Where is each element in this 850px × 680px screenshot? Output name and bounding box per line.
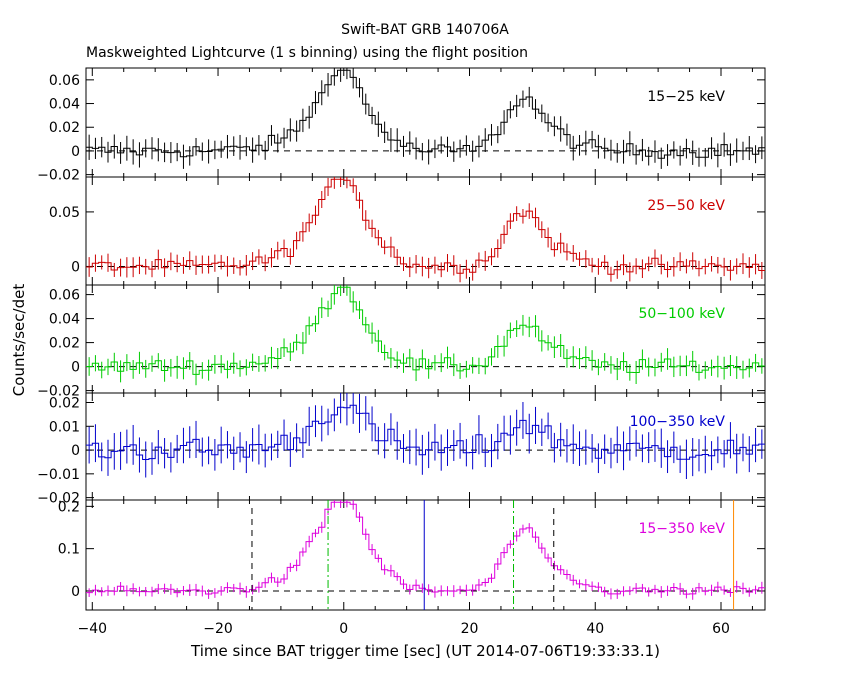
x-tick-label: 20: [461, 621, 479, 637]
band-label: 15−25 keV: [647, 89, 725, 105]
panel-frame: [85, 284, 766, 394]
chart-subtitle: Maskweighted Lightcurve (1 s binning) us…: [86, 45, 529, 61]
y-tick-label: 0.02: [49, 120, 80, 136]
y-tick-label: −0.01: [37, 467, 80, 483]
y-tick-label: −0.02: [37, 384, 80, 400]
y-tick-label: 0.1: [58, 542, 80, 558]
y-tick-label: 0.01: [49, 419, 80, 435]
y-tick-label: 0.06: [49, 288, 80, 304]
band-label: 50−100 keV: [638, 306, 725, 322]
x-tick-label: 40: [586, 621, 604, 637]
y-tick-label: 0: [71, 144, 80, 160]
panel-frame: [85, 392, 766, 501]
lightcurve-series: [86, 286, 765, 375]
lightcurve-series: [86, 69, 765, 159]
x-tick-label: 0: [339, 621, 348, 637]
band-label: 25−50 keV: [647, 198, 725, 214]
x-tick-label: −20: [203, 621, 233, 637]
lightcurve-series: [86, 178, 765, 275]
y-tick-label: 0.04: [49, 312, 80, 328]
y-tick-label: 0: [71, 443, 80, 459]
y-tick-label: 0.04: [49, 97, 80, 113]
y-tick-label: 0: [71, 259, 80, 275]
y-tick-label: 0.02: [49, 336, 80, 352]
y-tick-label: 0: [71, 360, 80, 376]
panel-frame: [85, 499, 766, 611]
x-axis-label: Time since BAT trigger time [sec] (UT 20…: [190, 642, 660, 660]
band-label: 15−350 keV: [638, 521, 725, 537]
y-tick-label: −0.02: [37, 168, 80, 184]
y-tick-label: 0.2: [58, 499, 80, 515]
chart-title: Swift-BAT GRB 140706A: [341, 22, 509, 38]
lightcurve-series: [86, 501, 765, 595]
y-tick-label: 0.05: [49, 205, 80, 221]
panel-frame: [85, 176, 766, 286]
y-tick-label: 0: [71, 584, 80, 600]
y-axis-label: Counts/sec/det: [10, 284, 28, 397]
y-tick-label: 0.02: [49, 396, 80, 412]
x-tick-label: 60: [712, 621, 730, 637]
panel-frame: [85, 67, 766, 178]
band-label: 100−350 keV: [630, 414, 726, 430]
y-tick-label: 0.06: [49, 73, 80, 89]
x-tick-label: −40: [78, 621, 108, 637]
y-tick-label: −0.02: [37, 491, 80, 507]
